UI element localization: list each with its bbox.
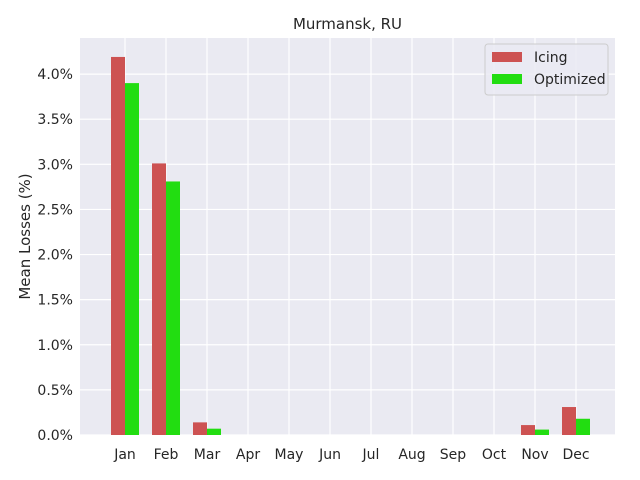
x-tick-label: Feb [154,447,179,463]
y-tick-label: 2.0% [37,248,73,264]
x-tick-label: Aug [398,447,425,463]
x-tick-label: Jan [113,447,136,463]
bar-icing-mar [193,422,207,435]
bars [111,56,590,436]
x-tick-label: Jul [362,447,380,463]
bar-optimized-feb [166,181,180,435]
bar-optimized-nov [535,429,549,435]
y-tick-label: 3.5% [37,112,73,128]
legend-label-icing: Icing [534,50,567,66]
legend-swatch-optimized [492,74,522,84]
bar-optimized-jan [125,83,139,435]
bar-optimized-mar [207,428,221,435]
legend: Icing Optimized [484,43,609,96]
y-tick-label: 0.0% [37,428,73,444]
y-tick-label: 1.0% [37,338,73,354]
y-tick-label: 4.0% [37,67,73,83]
x-tick-label: Oct [482,447,507,463]
x-tick-label: May [275,447,304,463]
bar-icing-dec [562,407,576,435]
bar-icing-feb [152,163,166,436]
x-tick-label: Mar [194,447,221,463]
y-tick-label: 0.5% [37,383,73,399]
x-tick-labels: Jan Feb Mar Apr May Jun Jul Aug Sep Oct Nov Dec [113,447,589,463]
legend-swatch-icing [492,52,522,62]
bar-icing-nov [521,425,535,435]
bar-icing-jan [111,56,125,436]
x-tick-label: Sep [440,447,467,463]
y-axis-label: Mean Losses (%) [16,173,34,299]
x-tick-label: Nov [521,447,548,463]
legend-label-optimized: Optimized [534,72,606,88]
y-tick-labels: 0.0% 0.5% 1.0% 1.5% 2.0% 2.5% 3.0% 3.5% 4.0% [37,67,73,444]
x-tick-label: Apr [236,447,260,463]
y-tick-label: 2.5% [37,202,73,218]
y-tick-label: 1.5% [37,293,73,309]
x-tick-label: Dec [562,447,589,463]
x-tick-label: Jun [318,447,341,463]
bar-optimized-dec [576,418,590,435]
y-tick-label: 3.0% [37,157,73,173]
chart-title: Murmansk, RU [293,15,402,33]
